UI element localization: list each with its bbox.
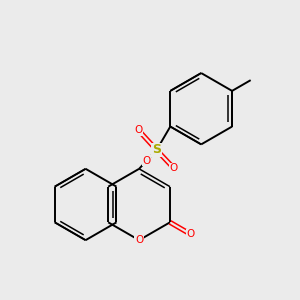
Text: O: O (135, 235, 143, 245)
Text: S: S (152, 143, 161, 157)
Text: O: O (187, 229, 195, 239)
Text: O: O (142, 156, 151, 166)
Text: O: O (134, 125, 142, 135)
Text: O: O (170, 163, 178, 173)
